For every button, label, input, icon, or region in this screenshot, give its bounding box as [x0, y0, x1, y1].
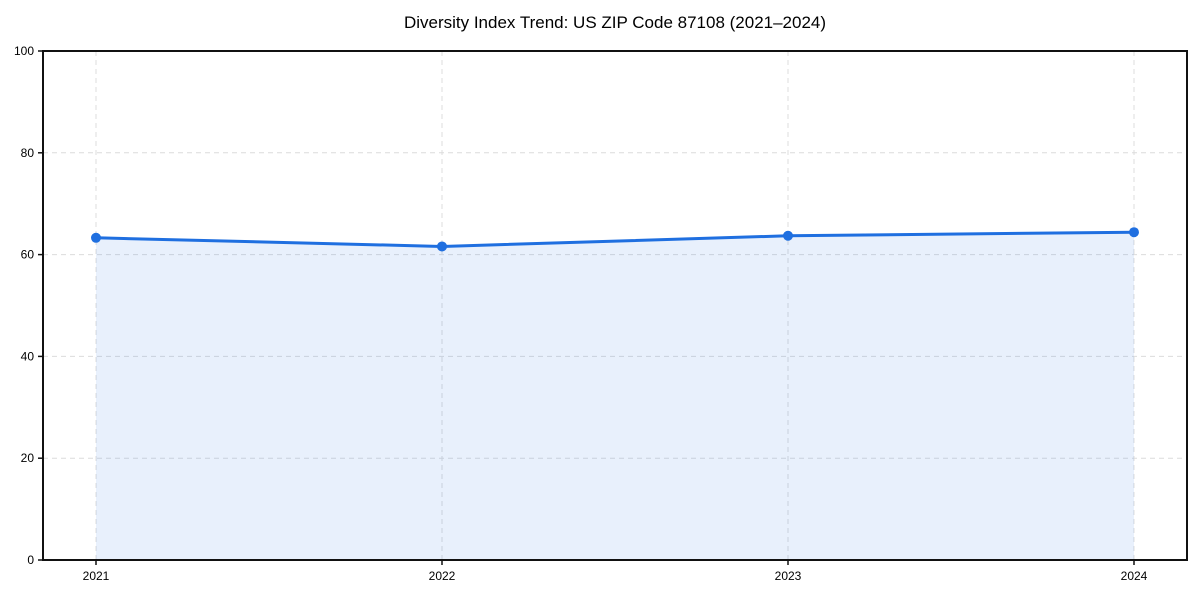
ticks-layer: 0 20 40 60 80 100 2021 2022 2023 2024	[14, 44, 1148, 583]
y-tick-label: 0	[27, 553, 34, 567]
y-tick-label: 60	[21, 248, 35, 262]
axes-spines	[42, 50, 1188, 561]
series-area-fill	[96, 232, 1134, 561]
x-tick-label: 2022	[429, 569, 456, 583]
y-tick-label: 20	[21, 451, 35, 465]
axes-layer	[42, 50, 1188, 561]
y-tick-label: 40	[21, 349, 35, 363]
chart-title: Diversity Index Trend: US ZIP Code 87108…	[403, 13, 827, 32]
area-layer	[96, 232, 1134, 561]
y-tick-label: 100	[14, 44, 34, 58]
data-point-marker	[1129, 227, 1139, 238]
x-tick-label: 2023	[775, 569, 802, 583]
line-layer	[91, 227, 1139, 252]
data-point-marker	[91, 232, 101, 243]
data-point-marker	[437, 241, 447, 252]
x-tick-label: 2021	[83, 569, 110, 583]
data-point-marker	[783, 230, 793, 241]
series-line	[94, 230, 1136, 248]
y-tick-label: 80	[21, 146, 35, 160]
x-tick-label: 2024	[1121, 569, 1148, 583]
